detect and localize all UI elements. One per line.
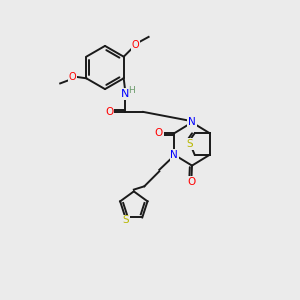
Text: N: N	[188, 117, 196, 128]
Text: O: O	[131, 40, 139, 50]
Text: S: S	[186, 139, 193, 149]
Text: N: N	[170, 150, 178, 160]
Text: O: O	[187, 177, 196, 187]
Text: O: O	[69, 72, 76, 82]
Text: O: O	[154, 128, 163, 138]
Text: S: S	[122, 215, 129, 225]
Text: H: H	[128, 86, 135, 95]
Text: N: N	[121, 89, 129, 99]
Text: O: O	[105, 107, 113, 117]
